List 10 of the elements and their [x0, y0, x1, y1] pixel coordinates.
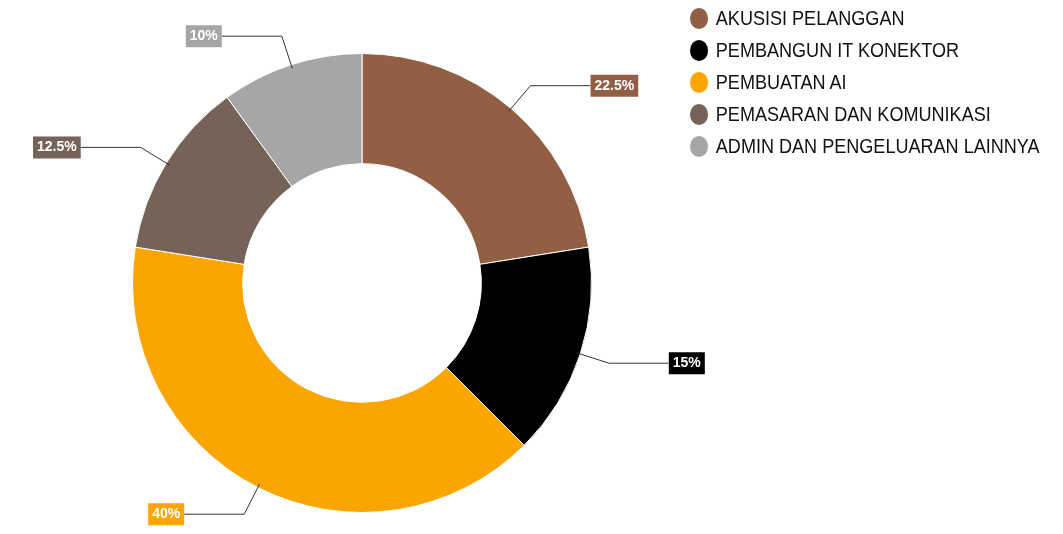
legend-label: PEMASARAN DAN KOMUNIKASI — [715, 102, 991, 126]
legend-label: AKUSISI PELANGGAN — [715, 6, 905, 30]
data-label: 12.5% — [37, 138, 78, 155]
legend-label: PEMBANGUN IT KONEKTOR — [715, 38, 959, 62]
data-label: 22.5% — [594, 76, 635, 93]
data-label: 15% — [672, 354, 702, 371]
legend-label: ADMIN DAN PENGELUARAN LAINNYA — [715, 134, 1040, 158]
data-label: 40% — [152, 505, 181, 522]
legend-label: PEMBUATAN AI — [715, 70, 847, 94]
data-label: 10% — [189, 27, 219, 44]
